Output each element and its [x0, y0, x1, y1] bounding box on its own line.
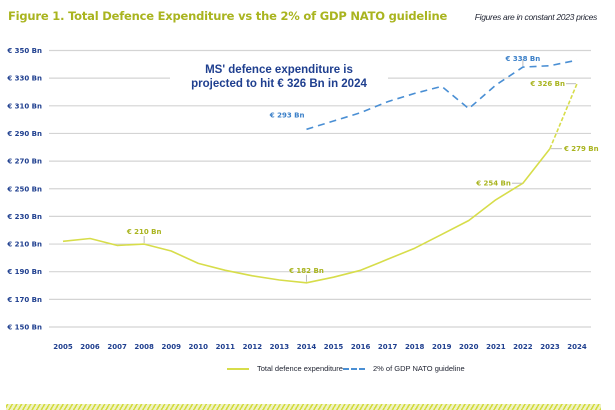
legend-swatch-dashed	[343, 367, 365, 370]
x-tick-label: 2015	[324, 343, 344, 351]
x-tick-label: 2008	[134, 343, 154, 351]
x-tick-label: 2019	[432, 343, 452, 351]
data-label: € 326 Bn	[529, 80, 565, 88]
x-tick-label: 2021	[486, 343, 506, 351]
y-tick-label: € 310 Bn	[6, 102, 42, 110]
series-total-projection-line	[549, 83, 578, 150]
annotation-line-1: MS' defence expenditure is	[205, 64, 353, 76]
annotation-line-2: projected to hit € 326 Bn in 2024	[191, 78, 367, 90]
y-tick-label: € 250 Bn	[6, 185, 42, 193]
y-axis-ticks: € 150 Bn € 170 Bn € 190 Bn € 210 Bn € 230 Bn…	[6, 47, 42, 332]
series-total-line	[62, 148, 551, 284]
x-tick-label: 2017	[378, 343, 398, 351]
x-tick-label: 2010	[189, 343, 209, 351]
series-nato-line	[306, 59, 578, 131]
data-label: € 293 Bn	[269, 111, 305, 119]
data-label: € 338 Bn	[505, 55, 541, 63]
x-tick-label: 2014	[297, 343, 317, 351]
x-axis-ticks: 2005 2006 2007 2008 2009 2010 2011 2012 2013 2014…	[53, 343, 587, 351]
gridlines	[49, 49, 591, 328]
line-chart: € 150 Bn € 170 Bn € 190 Bn € 210 Bn € 230 Bn…	[6, 47, 599, 351]
legend-label-total: Total defence expenditure	[257, 364, 343, 373]
x-tick-label: 2007	[107, 343, 127, 351]
legend-swatch-solid	[227, 367, 249, 370]
series	[62, 59, 578, 284]
y-tick-label: € 350 Bn	[6, 47, 42, 55]
y-tick-label: € 230 Bn	[6, 213, 42, 221]
prices-note: Figures are in constant 2023 prices	[474, 12, 598, 22]
legend-label-nato: 2% of GDP NATO guideline	[373, 364, 465, 373]
y-tick-label: € 150 Bn	[6, 324, 42, 332]
x-tick-label: 2016	[351, 343, 371, 351]
projection-annotation: MS' defence expenditure is projected to …	[170, 63, 388, 91]
y-tick-label: € 330 Bn	[6, 75, 42, 83]
legend-item-total: Total defence expenditure	[227, 364, 343, 373]
x-tick-label: 2009	[161, 343, 181, 351]
data-label: € 254 Bn	[475, 180, 511, 188]
y-tick-label: € 190 Bn	[6, 268, 42, 276]
x-tick-label: 2006	[80, 343, 100, 351]
legend-item-nato: 2% of GDP NATO guideline	[343, 364, 465, 373]
x-tick-label: 2012	[243, 343, 263, 351]
y-tick-label: € 210 Bn	[6, 241, 42, 249]
x-tick-label: 2018	[405, 343, 425, 351]
decorative-stripe-divider	[6, 404, 601, 410]
x-tick-label: 2005	[53, 343, 73, 351]
legend: Total defence expenditure 2% of GDP NATO…	[0, 364, 615, 378]
x-tick-label: 2013	[270, 343, 290, 351]
data-label: € 210 Bn	[126, 228, 162, 236]
x-tick-label: 2023	[540, 343, 560, 351]
y-tick-label: € 290 Bn	[6, 130, 42, 138]
x-tick-label: 2011	[216, 343, 236, 351]
x-tick-label: 2022	[513, 343, 533, 351]
data-label: € 182 Bn	[288, 267, 324, 275]
x-tick-label: 2024	[567, 343, 587, 351]
y-tick-label: € 170 Bn	[6, 296, 42, 304]
data-labels: € 210 Bn € 182 Bn € 254 Bn € 279 Bn € 326 Bn…	[126, 55, 599, 282]
y-tick-label: € 270 Bn	[6, 158, 42, 166]
x-tick-label: 2020	[459, 343, 479, 351]
figure-title: Figure 1. Total Defence Expenditure vs t…	[8, 9, 448, 23]
data-label: € 279 Bn	[563, 145, 599, 153]
